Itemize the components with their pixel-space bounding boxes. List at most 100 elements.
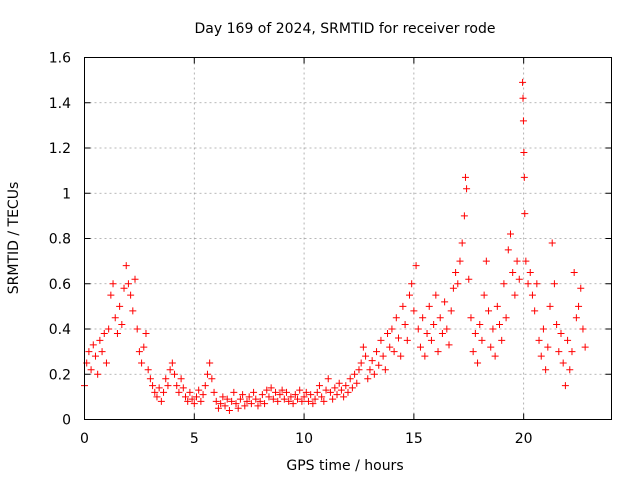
data-point xyxy=(173,382,181,390)
data-point xyxy=(131,275,139,283)
data-point xyxy=(511,291,519,299)
x-tick-label: 10 xyxy=(295,431,313,447)
data-point xyxy=(318,393,326,401)
data-point xyxy=(454,280,462,288)
data-point xyxy=(241,402,249,410)
data-point xyxy=(210,388,218,396)
data-point xyxy=(421,352,429,360)
data-point xyxy=(513,257,521,265)
data-point xyxy=(506,230,514,238)
data-point xyxy=(519,78,527,86)
data-point xyxy=(100,330,108,338)
data-point xyxy=(553,320,561,328)
y-axis-label: SRMTID / TECUs xyxy=(6,182,22,295)
data-point xyxy=(566,366,574,374)
data-point xyxy=(480,291,488,299)
data-point xyxy=(425,302,433,310)
data-point xyxy=(399,302,407,310)
data-point xyxy=(474,359,482,367)
data-point xyxy=(519,94,527,102)
data-point xyxy=(256,397,264,405)
data-point xyxy=(293,395,301,403)
data-point xyxy=(230,388,238,396)
data-point xyxy=(419,314,427,322)
data-point xyxy=(482,257,490,265)
data-point xyxy=(250,388,258,396)
data-point xyxy=(557,330,565,338)
data-point xyxy=(276,391,284,399)
data-point xyxy=(87,366,95,374)
data-point xyxy=(315,382,323,390)
data-point xyxy=(520,149,528,157)
y-tick-label: 1.6 xyxy=(49,51,71,67)
data-point xyxy=(272,388,280,396)
data-point xyxy=(539,325,547,333)
data-point xyxy=(199,391,207,399)
data-point xyxy=(177,375,185,383)
data-point xyxy=(186,388,194,396)
data-point xyxy=(201,382,209,390)
data-point xyxy=(344,388,352,396)
data-point xyxy=(124,280,132,288)
data-point xyxy=(500,280,508,288)
data-point xyxy=(485,307,493,315)
data-point xyxy=(129,307,137,315)
data-point xyxy=(357,359,365,367)
y-tick-label: 0 xyxy=(62,413,71,429)
data-point xyxy=(245,393,253,401)
data-point xyxy=(412,262,420,270)
data-point xyxy=(291,391,299,399)
data-point xyxy=(239,391,247,399)
y-tick-labels: 0 0.2 0.4 0.6 0.8 1 1.2 1.4 1.6 xyxy=(49,51,71,429)
data-point xyxy=(192,393,200,401)
y-tick-label: 0.2 xyxy=(49,367,71,383)
data-point xyxy=(581,343,589,351)
data-point xyxy=(469,348,477,356)
data-point xyxy=(206,359,214,367)
data-point xyxy=(416,343,424,351)
data-point xyxy=(320,397,328,405)
data-point xyxy=(579,325,587,333)
data-point xyxy=(217,400,225,408)
data-point xyxy=(443,325,451,333)
data-point xyxy=(171,370,179,378)
data-point xyxy=(274,397,282,405)
data-point xyxy=(434,348,442,356)
data-point xyxy=(502,314,510,322)
data-point xyxy=(142,330,150,338)
data-point xyxy=(219,393,227,401)
data-point xyxy=(379,352,387,360)
data-point xyxy=(561,382,569,390)
data-point xyxy=(289,400,297,408)
data-point xyxy=(388,325,396,333)
data-point xyxy=(223,395,231,403)
data-point xyxy=(526,268,534,276)
data-point xyxy=(168,359,176,367)
data-point xyxy=(96,336,104,344)
data-point xyxy=(478,336,486,344)
data-point xyxy=(397,352,405,360)
data-point xyxy=(151,388,159,396)
x-tick-label: 20 xyxy=(515,431,533,447)
data-point xyxy=(493,302,501,310)
data-point xyxy=(98,348,106,356)
data-point xyxy=(182,393,190,401)
data-point xyxy=(463,185,471,193)
data-point xyxy=(528,291,536,299)
data-point xyxy=(287,393,295,401)
data-point xyxy=(447,307,455,315)
data-points xyxy=(81,78,589,414)
data-point xyxy=(322,386,330,394)
data-point xyxy=(550,280,558,288)
data-point xyxy=(258,391,266,399)
data-point xyxy=(487,343,495,351)
x-tick-label: 5 xyxy=(190,431,199,447)
data-point xyxy=(120,284,128,292)
data-point xyxy=(348,384,356,392)
data-point xyxy=(401,320,409,328)
data-point xyxy=(234,404,242,412)
data-point xyxy=(362,352,370,360)
data-point xyxy=(236,395,244,403)
data-point xyxy=(491,352,499,360)
chart-title: Day 169 of 2024, SRMTID for receiver rod… xyxy=(195,21,496,37)
